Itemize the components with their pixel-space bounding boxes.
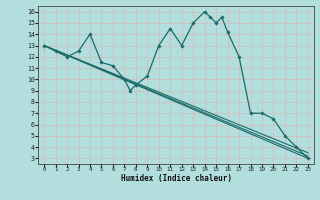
X-axis label: Humidex (Indice chaleur): Humidex (Indice chaleur)	[121, 174, 231, 183]
